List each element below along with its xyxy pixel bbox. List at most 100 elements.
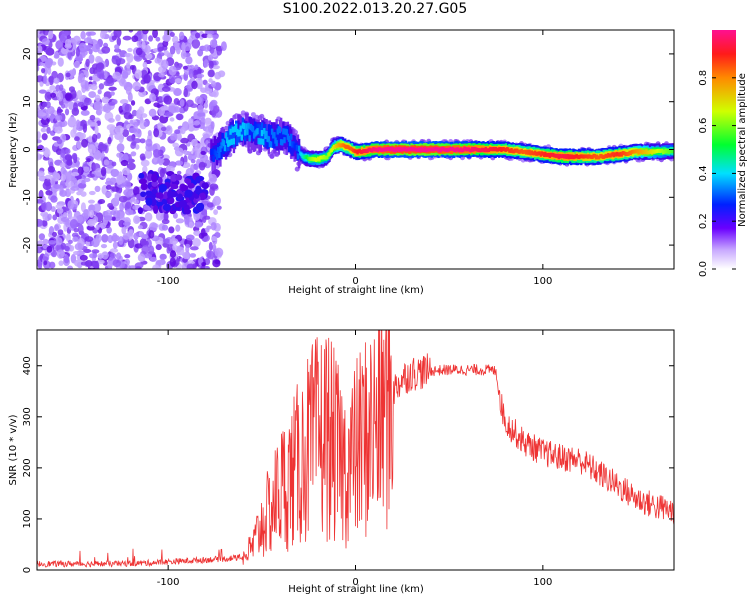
noise-blob bbox=[99, 222, 107, 229]
noise-blob bbox=[148, 108, 157, 117]
noise-blob bbox=[80, 132, 86, 139]
noise-blob bbox=[175, 218, 185, 224]
noise-blob bbox=[135, 47, 143, 56]
noise-blob bbox=[128, 265, 138, 269]
y-tick-label: 100 bbox=[22, 509, 33, 528]
ridge-cell bbox=[215, 153, 219, 160]
noise-blob bbox=[203, 265, 210, 269]
noise-blob bbox=[67, 200, 75, 210]
noise-blob bbox=[211, 236, 218, 242]
noise-blob bbox=[48, 261, 56, 269]
noise-blob bbox=[138, 106, 145, 115]
noise-blob bbox=[149, 93, 157, 103]
noise-blob bbox=[136, 30, 142, 36]
noise-blob bbox=[48, 240, 57, 245]
noise-blob bbox=[103, 215, 113, 221]
noise-blob bbox=[147, 129, 152, 137]
noise-blob bbox=[39, 61, 44, 67]
ridge-cell bbox=[288, 140, 292, 147]
noise-blob bbox=[52, 231, 58, 237]
noise-blob bbox=[65, 148, 71, 155]
noise-blob bbox=[111, 161, 117, 167]
ridge-cell bbox=[296, 153, 300, 160]
ridge-cell bbox=[229, 128, 232, 135]
noise-blob bbox=[161, 224, 169, 231]
noise-blob bbox=[185, 243, 191, 248]
noise-blob bbox=[194, 221, 203, 228]
noise-blob bbox=[42, 30, 50, 36]
noise-blob bbox=[50, 206, 56, 213]
x-tick-label: -100 bbox=[157, 276, 180, 287]
noise-blob bbox=[83, 209, 89, 217]
noise-blob bbox=[184, 214, 190, 225]
ridge-cell bbox=[238, 130, 241, 137]
noise-blob bbox=[126, 62, 131, 69]
noise-blob bbox=[200, 87, 207, 93]
noise-blob bbox=[76, 141, 82, 150]
ridge-cell bbox=[259, 138, 263, 145]
cluster-blob bbox=[175, 174, 183, 181]
cluster-blob bbox=[153, 204, 159, 214]
noise-blob bbox=[210, 80, 217, 88]
colorbar-tick-label: 0.8 bbox=[698, 70, 709, 86]
ridge-cell bbox=[251, 126, 255, 133]
noise-blob bbox=[65, 72, 71, 78]
noise-blob bbox=[100, 244, 108, 249]
noise-blob bbox=[100, 30, 106, 39]
noise-blob bbox=[161, 218, 170, 225]
noise-blob bbox=[169, 257, 176, 267]
noise-blob bbox=[174, 106, 181, 113]
noise-blob bbox=[188, 221, 194, 229]
noise-blob bbox=[104, 191, 112, 198]
noise-blob bbox=[56, 91, 64, 102]
noise-blob bbox=[80, 191, 87, 197]
noise-blob bbox=[64, 108, 70, 116]
noise-blob bbox=[104, 167, 113, 174]
page-title: S100.2022.013.20.27.G05 bbox=[282, 1, 468, 17]
noise-blob bbox=[41, 219, 48, 227]
noise-blob bbox=[168, 65, 177, 76]
noise-blob bbox=[107, 203, 113, 209]
noise-blob bbox=[183, 87, 189, 98]
ridge-cell bbox=[267, 136, 270, 143]
noise-blob bbox=[174, 129, 181, 135]
noise-blob bbox=[172, 212, 178, 219]
noise-blob bbox=[83, 97, 92, 106]
noise-blob bbox=[77, 242, 82, 250]
noise-blob bbox=[133, 199, 140, 205]
noise-blob bbox=[43, 148, 51, 158]
ridge-cell bbox=[256, 128, 259, 135]
noise-blob bbox=[82, 123, 88, 133]
noise-blob bbox=[88, 190, 96, 196]
noise-blob bbox=[115, 125, 124, 135]
noise-blob bbox=[79, 254, 88, 261]
noise-blob bbox=[100, 166, 107, 177]
noise-blob bbox=[88, 48, 93, 55]
noise-blob bbox=[183, 149, 188, 155]
noise-blob bbox=[168, 75, 177, 84]
noise-blob bbox=[97, 62, 104, 70]
noise-blob bbox=[68, 86, 75, 93]
noise-blob bbox=[87, 218, 96, 227]
noise-blob bbox=[131, 35, 139, 43]
ridge-cell bbox=[222, 140, 226, 147]
noise-blob bbox=[211, 65, 221, 70]
noise-blob bbox=[38, 233, 46, 241]
noise-blob bbox=[214, 71, 222, 80]
noise-blob bbox=[54, 224, 60, 232]
ridge-cell bbox=[243, 129, 247, 136]
noise-blob bbox=[63, 212, 68, 218]
noise-blob bbox=[192, 69, 199, 79]
ridge-cell bbox=[297, 145, 301, 152]
noise-blob bbox=[216, 46, 223, 56]
noise-blob bbox=[116, 37, 121, 47]
noise-blob bbox=[188, 118, 194, 126]
snr-y-axis: 0 100 200 300 400 bbox=[22, 356, 674, 573]
noise-blob bbox=[189, 246, 199, 251]
cluster-blob bbox=[184, 189, 193, 198]
ridge-cell bbox=[214, 150, 218, 157]
noise-blob bbox=[110, 210, 117, 216]
noise-blob bbox=[75, 46, 81, 57]
noise-blob bbox=[88, 91, 97, 99]
noise-blob bbox=[134, 69, 143, 80]
